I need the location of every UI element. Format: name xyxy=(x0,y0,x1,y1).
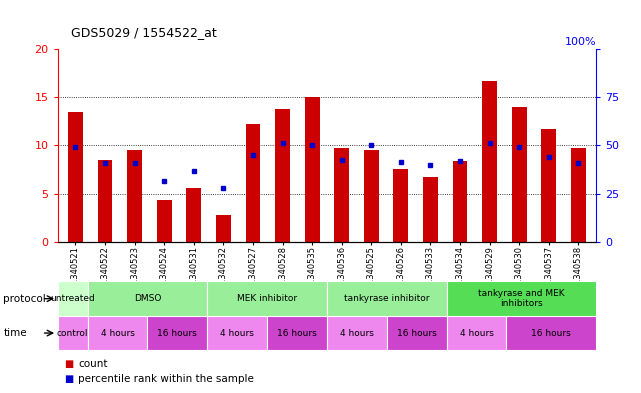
Text: untreated: untreated xyxy=(50,294,95,303)
Bar xyxy=(571,148,586,242)
Bar xyxy=(68,112,83,242)
Text: 100%: 100% xyxy=(565,37,596,47)
Text: percentile rank within the sample: percentile rank within the sample xyxy=(78,374,254,384)
Bar xyxy=(147,316,207,350)
Text: ■: ■ xyxy=(64,374,73,384)
Bar xyxy=(482,81,497,242)
Text: control: control xyxy=(57,329,88,338)
Text: 4 hours: 4 hours xyxy=(221,329,254,338)
Bar xyxy=(512,107,527,242)
Bar xyxy=(506,316,596,350)
Bar xyxy=(394,169,408,242)
Text: 16 hours: 16 hours xyxy=(277,329,317,338)
Text: time: time xyxy=(3,328,27,338)
Bar xyxy=(387,316,447,350)
Text: DMSO: DMSO xyxy=(134,294,161,303)
Bar xyxy=(207,316,267,350)
Bar xyxy=(58,281,88,316)
Text: GDS5029 / 1554522_at: GDS5029 / 1554522_at xyxy=(71,26,216,39)
Bar xyxy=(453,161,467,242)
Text: ■: ■ xyxy=(64,358,73,369)
Bar xyxy=(304,97,319,242)
Bar xyxy=(335,148,349,242)
Bar xyxy=(157,200,172,242)
Text: 16 hours: 16 hours xyxy=(158,329,197,338)
Text: protocol: protocol xyxy=(3,294,46,304)
Bar xyxy=(327,316,387,350)
Text: 4 hours: 4 hours xyxy=(340,329,374,338)
Bar xyxy=(58,316,88,350)
Bar xyxy=(267,316,327,350)
Text: 4 hours: 4 hours xyxy=(460,329,494,338)
Text: count: count xyxy=(78,358,108,369)
Bar xyxy=(423,177,438,242)
Bar xyxy=(187,188,201,242)
Text: 16 hours: 16 hours xyxy=(397,329,437,338)
Bar xyxy=(447,281,596,316)
Text: MEK inhibitor: MEK inhibitor xyxy=(237,294,297,303)
Bar xyxy=(246,124,260,242)
Bar xyxy=(364,150,379,242)
Bar xyxy=(275,109,290,242)
Text: tankyrase inhibitor: tankyrase inhibitor xyxy=(344,294,429,303)
Bar xyxy=(542,129,556,242)
Bar xyxy=(88,316,147,350)
Bar xyxy=(127,150,142,242)
Bar xyxy=(327,281,447,316)
Bar xyxy=(88,281,207,316)
Text: 16 hours: 16 hours xyxy=(531,329,571,338)
Bar xyxy=(207,281,327,316)
Bar xyxy=(216,215,231,242)
Text: tankyrase and MEK
inhibitors: tankyrase and MEK inhibitors xyxy=(478,289,565,309)
Text: 4 hours: 4 hours xyxy=(101,329,135,338)
Bar xyxy=(447,316,506,350)
Bar xyxy=(97,160,112,242)
